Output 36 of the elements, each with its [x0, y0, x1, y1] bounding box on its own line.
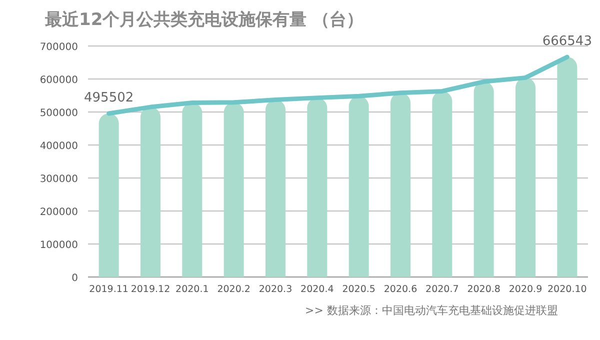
- x-tick-label: 2020.3: [258, 284, 292, 295]
- x-tick-label: 2020.8: [467, 284, 500, 295]
- x-tick-label: 2020.1: [176, 284, 209, 295]
- x-tick-label: 2020.6: [384, 284, 418, 295]
- y-tick-label: 700000: [40, 42, 78, 53]
- y-tick-label: 400000: [40, 141, 78, 152]
- y-tick-label: 300000: [40, 174, 78, 185]
- x-tick-label: 2020.2: [217, 284, 250, 295]
- y-tick-label: 600000: [40, 75, 78, 86]
- x-tick-label: 2019.12: [130, 284, 170, 295]
- bar: [182, 102, 202, 277]
- bar: [516, 78, 536, 277]
- bar: [348, 96, 369, 277]
- bar: [98, 114, 119, 277]
- y-tick-label: 100000: [40, 240, 78, 251]
- bar: [432, 91, 452, 277]
- x-tick-label: 2019.11: [89, 284, 128, 295]
- bar: [390, 92, 410, 277]
- y-tick-label: 0: [72, 273, 78, 284]
- x-tick-label: 2020.10: [548, 284, 587, 295]
- x-tick-label: 2020.7: [426, 284, 459, 295]
- y-tick-label: 200000: [40, 207, 78, 218]
- x-tick-label: 2020.4: [300, 284, 334, 295]
- text: >> 数据来源：中国电动汽车充电基础设施促进联盟: [305, 304, 558, 317]
- data-label: 666543: [542, 34, 592, 50]
- bar: [474, 82, 494, 277]
- chart-title: 最近12个月公共类充电设施保有量 （台）: [44, 10, 364, 30]
- bar: [140, 107, 160, 277]
- bar: [266, 100, 286, 277]
- bar: [307, 98, 328, 277]
- x-tick-label: 2020.5: [342, 284, 376, 295]
- data-label: 495502: [84, 90, 134, 106]
- y-tick-label: 500000: [40, 108, 78, 119]
- x-tick-label: 2020.9: [508, 284, 542, 295]
- bar: [224, 102, 244, 277]
- bar: [557, 57, 578, 277]
